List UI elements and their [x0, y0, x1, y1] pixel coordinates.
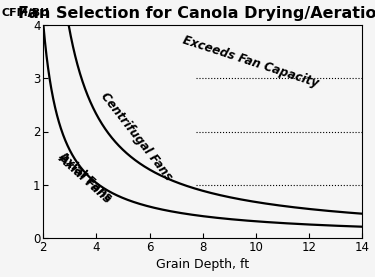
Text: $\mathbf{A}$$\mathbf{xial}$ $\mathbf{F}$$\mathbf{ans}$: $\mathbf{A}$$\mathbf{xial}$ $\mathbf{F}$…	[56, 149, 116, 205]
Text: Centrifugal Fans: Centrifugal Fans	[98, 90, 175, 183]
Text: Exceeds Fan Capacity: Exceeds Fan Capacity	[181, 34, 320, 90]
Text: Axial Fans: Axial Fans	[56, 152, 114, 206]
Title: Fan Selection for Canola Drying/Aeration: Fan Selection for Canola Drying/Aeration	[18, 6, 375, 20]
X-axis label: Grain Depth, ft: Grain Depth, ft	[156, 258, 249, 271]
Text: CFM/BU: CFM/BU	[2, 8, 50, 18]
